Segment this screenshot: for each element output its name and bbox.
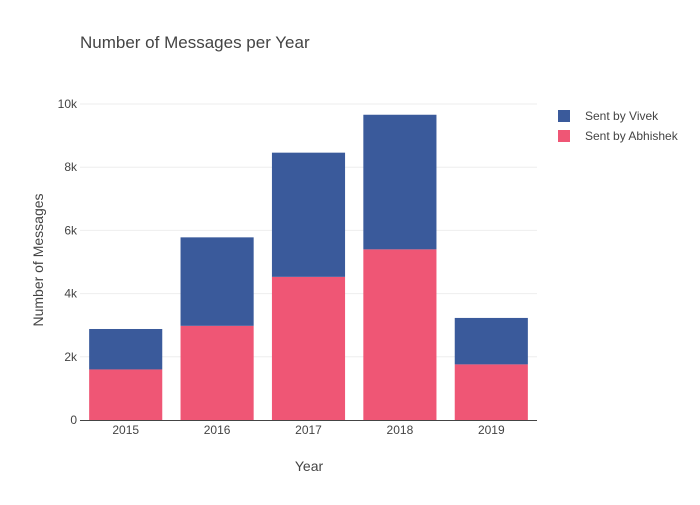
y-axis-label: Number of Messages [30,193,46,327]
bar-abhishek-2018 [363,249,437,420]
bar-vivek-2015 [89,328,163,370]
bar-vivek-2018 [363,114,437,250]
bar-vivek-2016 [180,237,254,326]
bar-abhishek-2017 [271,276,346,420]
legend-item-abhishek[interactable]: Sent by Abhishek [558,126,678,146]
bar-vivek-2017 [271,152,346,277]
legend-swatch-vivek [558,110,570,122]
legend: Sent by Vivek Sent by Abhishek [558,106,678,146]
legend-label-vivek: Sent by Vivek [585,109,659,123]
legend-item-vivek[interactable]: Sent by Vivek [558,106,678,126]
legend-label-abhishek: Sent by Abhishek [585,129,678,143]
y-tick-label: 2k [64,350,78,364]
x-tick-label: 2018 [387,423,414,437]
x-tick-label: 2016 [204,423,231,437]
bar-abhishek-2015 [89,369,163,420]
x-axis-label: Year [294,458,324,474]
x-tick-label: 2019 [478,423,505,437]
y-tick-label: 8k [64,160,78,174]
y-tick-label: 4k [64,287,78,301]
x-tick-label: 2017 [295,423,322,437]
y-tick-label: 10k [58,97,78,111]
x-tick-label: 2015 [112,423,139,437]
chart-title: Number of Messages per Year [80,33,310,52]
bar-vivek-2019 [454,317,528,365]
y-tick-label: 0 [70,413,77,427]
bar-abhishek-2019 [454,364,528,420]
legend-swatch-abhishek [558,130,570,142]
bar-abhishek-2016 [180,325,254,420]
y-tick-label: 6k [64,223,78,237]
